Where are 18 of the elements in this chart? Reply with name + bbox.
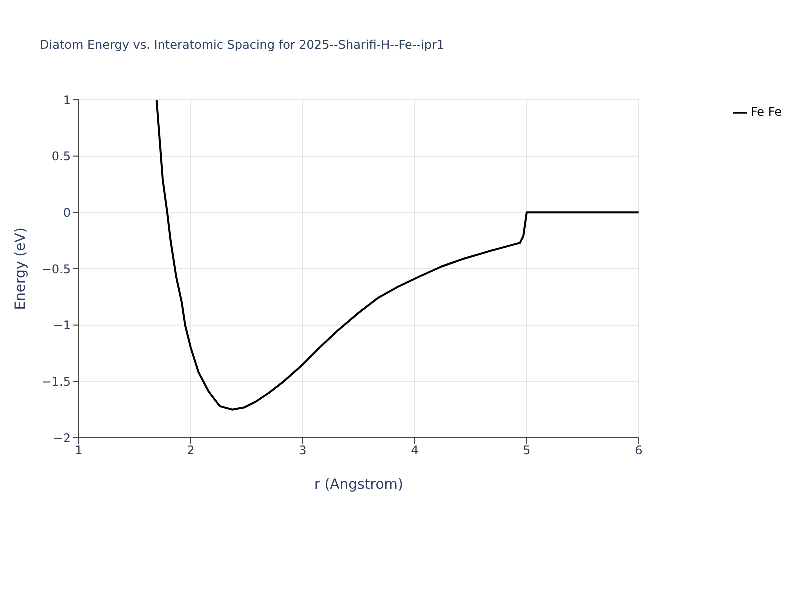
y-tick-label: 0 bbox=[63, 206, 71, 220]
line-series bbox=[156, 100, 639, 411]
chart-title: Diatom Energy vs. Interatomic Spacing for 2025--Sharifi-H--Fe--ipr1 bbox=[40, 38, 445, 52]
y-tick-label: −0.5 bbox=[42, 262, 71, 276]
x-tick-label: 5 bbox=[523, 444, 531, 458]
x-axis-title: r (Angstrom) bbox=[314, 477, 404, 493]
x-tick-label: 4 bbox=[411, 444, 419, 458]
y-axis-title: Energy (eV) bbox=[12, 228, 29, 310]
x-tick-label: 2 bbox=[187, 444, 195, 458]
legend-label: Fe Fe bbox=[750, 105, 782, 119]
x-tick-label: 3 bbox=[299, 444, 307, 458]
y-tick-label: −1.5 bbox=[42, 374, 71, 389]
x-tick-label: 6 bbox=[635, 444, 643, 458]
y-tick-label: −2 bbox=[53, 431, 71, 446]
x-tick-label: 1 bbox=[75, 444, 83, 458]
y-tick-label: 0.5 bbox=[52, 150, 71, 164]
y-tick-label: 1 bbox=[63, 93, 71, 108]
y-tick-label: −1 bbox=[53, 318, 71, 333]
